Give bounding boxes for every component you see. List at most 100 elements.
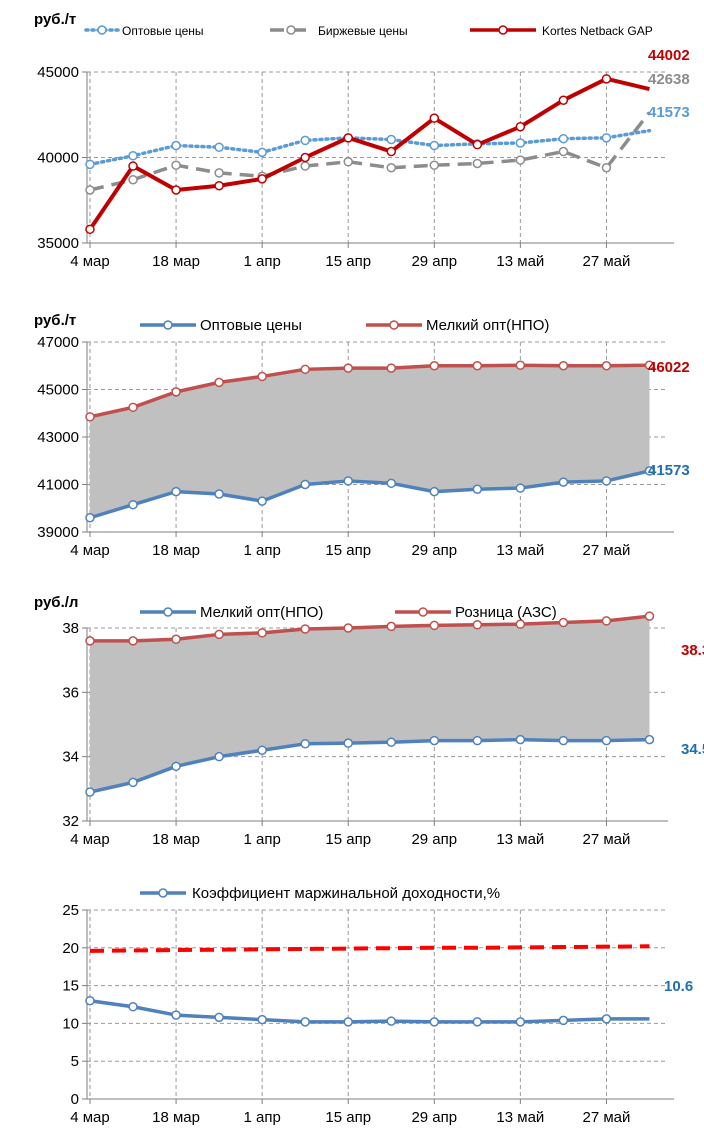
data-point — [214, 489, 224, 499]
legend-marker — [389, 320, 399, 330]
series-line-1 — [89, 944, 650, 953]
series-line-1 — [89, 111, 651, 192]
legend-marker — [286, 25, 296, 35]
data-point — [343, 738, 353, 748]
x-tick-label: 27 май — [582, 542, 630, 559]
data-point — [644, 734, 655, 745]
x-tick-label: 29 апр — [411, 542, 457, 559]
data-point — [128, 402, 138, 413]
data-point — [214, 180, 224, 191]
data-point — [558, 133, 569, 144]
x-tick-label: 13 май — [496, 1109, 544, 1126]
data-point — [601, 735, 612, 746]
data-point — [171, 486, 181, 497]
data-point — [429, 361, 440, 371]
data-point — [515, 1017, 526, 1027]
data-point — [429, 735, 440, 746]
data-point — [515, 360, 526, 370]
data-point — [343, 1017, 353, 1027]
band-mask-top — [668, 585, 704, 663]
data-point — [472, 620, 483, 630]
y-axis-title: руб./л — [34, 594, 78, 611]
data-point — [558, 735, 569, 746]
x-tick-label: 18 мар — [152, 542, 200, 559]
data-point — [429, 113, 440, 123]
data-point — [386, 621, 397, 632]
x-tick-label: 18 мар — [152, 831, 200, 848]
data-point — [257, 147, 267, 158]
band-mask-top — [674, 285, 704, 383]
data-point — [300, 152, 310, 163]
x-tick-label: 29 апр — [411, 253, 457, 270]
data-point — [85, 787, 95, 797]
series-line-0 — [88, 128, 652, 167]
data-point — [601, 133, 612, 143]
data-point — [128, 777, 138, 788]
data-point — [343, 133, 353, 143]
y-tick-label: 34 — [62, 749, 79, 766]
data-point — [558, 146, 569, 157]
legend-marker — [163, 320, 173, 330]
data-point — [257, 745, 267, 755]
data-point — [214, 1012, 224, 1023]
data-point — [128, 161, 138, 171]
data-point — [601, 163, 612, 173]
data-point — [171, 185, 181, 195]
series-line-1 — [90, 614, 650, 643]
x-tick-label: 27 май — [582, 253, 630, 270]
x-tick-label: 4 мар — [70, 542, 110, 559]
end-value-label: 41573 — [648, 104, 690, 121]
legend-label: Оптовые цены — [122, 24, 204, 38]
x-tick-label: 4 мар — [70, 831, 110, 848]
y-tick-label: 32 — [62, 813, 79, 830]
y-tick-label: 35000 — [37, 235, 79, 252]
data-point — [85, 995, 95, 1006]
data-point — [515, 155, 526, 165]
data-point — [601, 1014, 612, 1024]
y-tick-label: 45000 — [37, 64, 79, 81]
legend-marker — [158, 888, 168, 898]
legend-label: Розница (АЗС) — [455, 604, 557, 621]
legend-marker — [163, 607, 173, 617]
data-point — [601, 361, 612, 371]
data-point — [386, 163, 397, 173]
y-tick-label: 39000 — [37, 524, 79, 541]
legend-label: Коэффициент маржинальной доходности,% — [192, 885, 500, 902]
data-point — [558, 477, 569, 487]
data-point — [472, 484, 483, 494]
data-point — [472, 158, 483, 169]
chart-1-wholesale-vs-exchange: 35000 40000 45000 4 мар 18 мар 1 апр 15 апр 29 … — [0, 0, 704, 285]
data-point — [558, 617, 569, 628]
data-point — [257, 174, 267, 184]
data-point — [300, 1017, 310, 1027]
range-band — [90, 365, 650, 518]
range-band — [90, 616, 650, 793]
chart-1-svg: 35000 40000 45000 4 мар 18 мар 1 апр 15 апр 29 … — [34, 11, 690, 270]
data-point — [300, 624, 310, 634]
data-point — [214, 142, 224, 152]
data-point — [644, 466, 655, 476]
legend-label: Оптовые цены — [200, 317, 302, 334]
data-point — [85, 636, 95, 646]
data-point — [171, 1010, 181, 1020]
end-value-label: 46022 — [648, 359, 690, 376]
data-point — [429, 140, 440, 151]
legend-label: Мелкий опт(НПО) — [426, 317, 549, 334]
chart-4-svg: 0 5 10 15 20 25 4 мар 18 мар 1 апр 15 апр 29 апр 13… — [62, 885, 693, 1126]
x-tick-label: 13 май — [496, 542, 544, 559]
x-tick-label: 13 май — [496, 253, 544, 270]
data-point — [386, 363, 397, 373]
x-tick-label: 18 мар — [152, 1109, 200, 1126]
data-point — [386, 1016, 397, 1026]
data-point — [171, 761, 181, 772]
data-point — [343, 157, 353, 167]
chart-3-small-wholesale-vs-retail: 32 34 36 38 4 мар 18 мар 1 апр 15 апр 29 апр 13 м… — [0, 585, 704, 875]
x-tick-label: 4 мар — [70, 253, 110, 270]
y-tick-label: 45000 — [37, 382, 79, 399]
x-tick-label: 15 апр — [325, 253, 371, 270]
legend-marker — [418, 607, 428, 617]
data-point — [515, 121, 526, 132]
data-point — [472, 139, 483, 150]
chart-2-wholesale-vs-small-wholesale: 39000 41000 43000 45000 47000 4 мар 18 мар 1 ап… — [0, 285, 704, 585]
data-point — [601, 616, 612, 626]
